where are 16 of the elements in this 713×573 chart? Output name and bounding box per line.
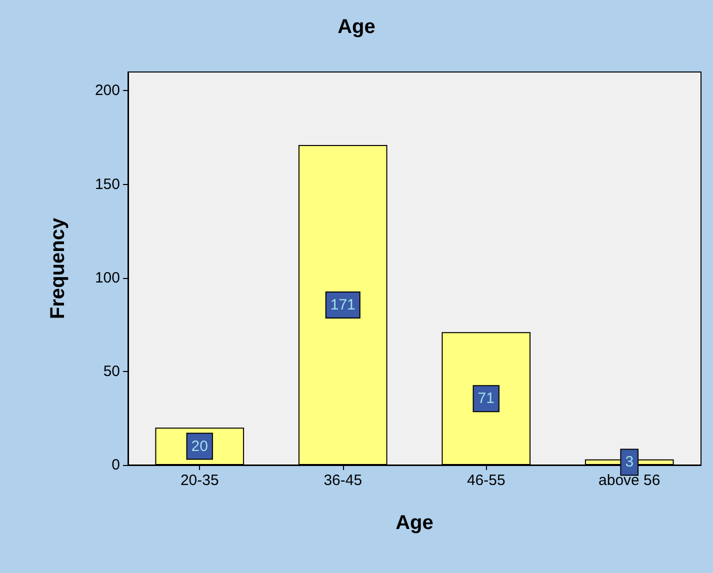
x-tick-label: above 56: [598, 472, 660, 489]
data-label: 3: [625, 454, 634, 471]
chart-title: Age: [338, 16, 376, 38]
y-tick-label: 200: [94, 82, 120, 100]
data-label: 171: [330, 296, 356, 314]
y-tick-label: 50: [103, 362, 120, 380]
y-tick-label: 0: [112, 456, 120, 474]
y-axis-title: Frequency: [47, 217, 69, 320]
x-tick-label: 36-45: [324, 472, 362, 489]
data-label: 71: [478, 390, 494, 408]
y-tick-label: 150: [94, 176, 120, 193]
data-label: 20: [191, 438, 208, 455]
y-tick-label: 100: [94, 269, 120, 286]
x-tick-label: 20-35: [180, 472, 219, 489]
x-axis-title: Age: [396, 512, 434, 534]
x-tick-label: 46-55: [466, 472, 506, 489]
